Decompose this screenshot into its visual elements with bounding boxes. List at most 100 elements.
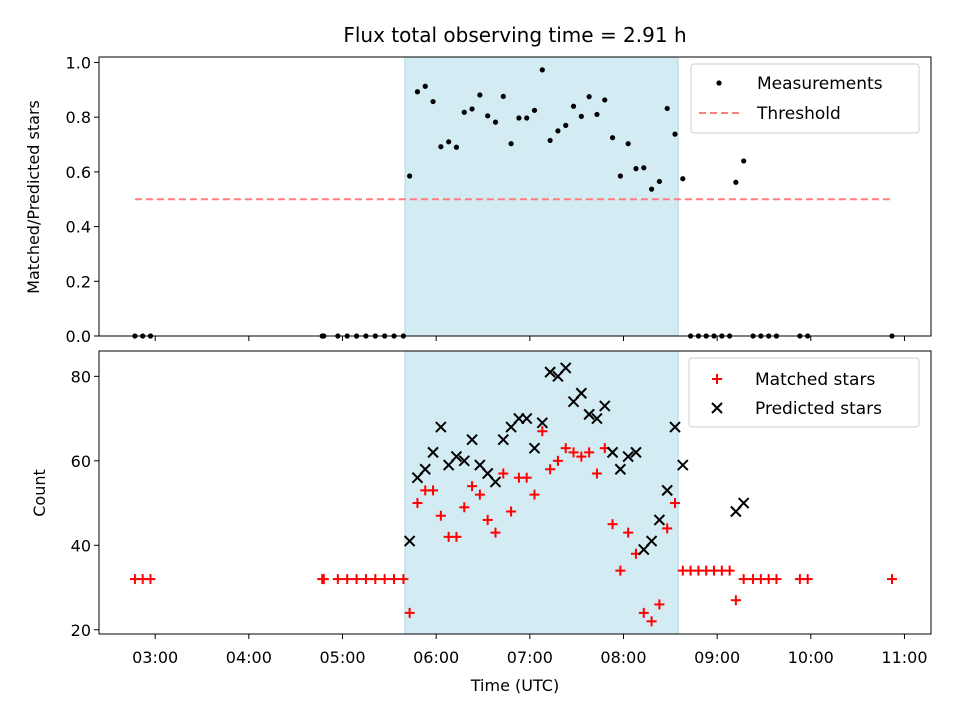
measurement-point [492, 119, 499, 125]
measurement-point [733, 179, 739, 185]
measurement-point [531, 107, 538, 113]
measurement-point [741, 158, 747, 164]
matched-star-marker [482, 514, 493, 525]
predicted-star-marker [645, 535, 658, 547]
matched-star-marker [576, 451, 587, 462]
legend-box [688, 357, 920, 428]
matched-star-marker [332, 574, 343, 585]
legend-matched-label: Matched stars [755, 370, 875, 390]
shaded-span [404, 350, 679, 635]
predicted-star-marker [614, 463, 627, 475]
predicted-star-marker [575, 387, 588, 399]
predicted-star-marker [466, 433, 478, 446]
measurement-point [414, 89, 421, 95]
predicted-star-marker [630, 446, 642, 459]
matched-star-marker [638, 607, 649, 618]
matched-star-marker [738, 574, 749, 585]
matched-star-marker [474, 489, 485, 500]
matched-star-marker [560, 443, 571, 454]
matched-star-marker [724, 565, 735, 576]
y-tick-label: 80 [71, 367, 91, 386]
matched-star-marker [771, 574, 782, 585]
measurement-point [617, 173, 623, 179]
measurement-point [547, 137, 553, 144]
matched-star-marker [412, 498, 423, 509]
predicted-star-marker [591, 412, 603, 425]
measurement-point [422, 83, 428, 89]
legend-threshold-label: Threshold [756, 104, 841, 124]
matched-star-marker [451, 531, 462, 542]
measurement-point [648, 186, 655, 192]
top-y-ticks: 0.0 0.2 0.4 0.6 0.8 1.0 [66, 53, 99, 346]
matched-star-marker [351, 574, 362, 585]
y-tick-label: 1.0 [66, 53, 91, 72]
top-legend: Measurements Threshold [690, 63, 920, 134]
y-tick-label: 20 [71, 621, 91, 640]
y-tick-label: 40 [71, 536, 91, 555]
matched-star-marker [584, 447, 595, 458]
matched-star-marker [730, 595, 741, 606]
predicted-star-marker [489, 476, 502, 488]
matched-star-marker [428, 485, 439, 496]
legend-predicted-label: Predicted stars [755, 399, 882, 419]
measurement-point [430, 98, 436, 105]
matched-star-marker [591, 468, 602, 479]
measurement-point [477, 92, 483, 98]
predicted-star-marker [661, 484, 673, 497]
y-tick-label: 0.6 [66, 163, 91, 182]
measurement-point [508, 141, 514, 147]
measurement-point [446, 139, 452, 145]
matched-star-marker [615, 565, 626, 576]
predicted-star-marker [669, 421, 681, 433]
matched-star-marker [370, 574, 381, 585]
matched-star-marker [529, 489, 540, 500]
x-tick-label: 03:00 [132, 648, 178, 667]
matched-star-marker [623, 527, 634, 538]
top-shaded-span [404, 56, 679, 337]
matched-star-marker [398, 574, 409, 585]
predicted-star-marker [403, 535, 416, 547]
predicted-star-marker [435, 421, 447, 433]
measurement-point [555, 128, 561, 134]
chart-title: Flux total observing time = 2.91 h [343, 23, 686, 47]
legend-measurements-label: Measurements [757, 74, 883, 94]
matched-star-marker [145, 574, 156, 585]
shaded-span [404, 56, 679, 337]
predicted-star-marker [606, 446, 619, 459]
measurement-point [641, 165, 647, 171]
legend-box [690, 63, 920, 134]
matched-star-marker [490, 527, 501, 538]
top-y-label: Matched/Predicted stars [24, 100, 43, 294]
matched-star-marker [379, 574, 390, 585]
x-tick-label: 08:00 [600, 648, 646, 667]
x-tick-label: 07:00 [507, 648, 553, 667]
measurement-point [516, 115, 522, 121]
matched-star-marker [435, 510, 446, 521]
x-tick-label: 05:00 [319, 648, 365, 667]
measurement-point [539, 67, 545, 73]
matched-star-marker [467, 481, 478, 492]
measurement-point [500, 93, 506, 99]
predicted-star-marker [677, 459, 689, 471]
bottom-y-label: Count [30, 469, 49, 517]
measurement-point [672, 131, 678, 137]
predicted-star-marker [583, 408, 595, 421]
x-tick-label: 06:00 [413, 648, 459, 667]
predicted-star-marker [599, 400, 611, 412]
x-tick-label: 04:00 [226, 648, 272, 667]
matched-star-marker [521, 472, 532, 483]
matched-star-marker [802, 574, 813, 585]
measurement-point [680, 176, 686, 182]
top-axes-frame [98, 56, 932, 337]
matched-stars-points [129, 426, 897, 627]
predicted-stars-points [403, 362, 750, 556]
measurement-point [664, 105, 670, 112]
measurement-point [586, 94, 592, 100]
legend-measurements-marker [716, 80, 722, 86]
bottom-shaded-span [404, 350, 679, 635]
predicted-star-marker [521, 412, 533, 425]
matched-star-marker [886, 574, 897, 585]
matched-star-marker [654, 599, 665, 610]
x-tick-label: 09:00 [694, 648, 740, 667]
measurement-point [570, 103, 577, 109]
